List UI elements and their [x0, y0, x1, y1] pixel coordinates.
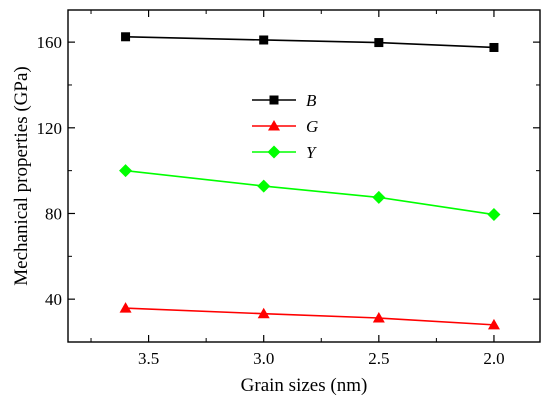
- legend: BGY: [252, 91, 318, 162]
- series-line-B: [125, 35, 494, 49]
- series-G: [119, 302, 500, 330]
- legend-item-Y: Y: [252, 143, 317, 162]
- data-point-B: [374, 38, 384, 48]
- legend-marker: [268, 120, 280, 131]
- legend-item-B: B: [252, 91, 317, 110]
- data-point-Y: [119, 164, 133, 178]
- data-point-Y: [372, 190, 386, 204]
- data-point-B: [259, 35, 269, 45]
- x-tick-label: 2.5: [368, 349, 389, 368]
- legend-marker: [269, 95, 279, 105]
- data-point-Y: [257, 179, 271, 193]
- y-tick-label: 160: [37, 33, 63, 52]
- series-line-Y: [125, 169, 495, 216]
- y-tick-label: 80: [45, 204, 62, 223]
- series-layer: [119, 32, 501, 330]
- y-axis-label: Mechanical properties (GPa): [11, 66, 32, 285]
- x-axis-label: Grain sizes (nm): [241, 375, 368, 396]
- series-line-G: [125, 307, 494, 326]
- data-point-G: [257, 307, 270, 319]
- x-tick-label: 2.0: [483, 349, 504, 368]
- series-Y: [119, 164, 501, 222]
- y-tick-label: 40: [45, 290, 62, 309]
- data-point-B: [121, 32, 131, 42]
- legend-label: Y: [306, 143, 317, 162]
- legend-marker: [267, 145, 281, 159]
- data-point-B: [489, 42, 499, 52]
- data-point-G: [487, 318, 500, 330]
- plot-frame: [67, 9, 541, 343]
- legend-item-G: G: [252, 117, 318, 136]
- x-axis-ticks: 3.5 3.0 2.5 2.0: [90, 10, 505, 368]
- legend-label: B: [306, 91, 317, 110]
- x-tick-label: 3.5: [138, 349, 159, 368]
- y-axis-ticks: 40 80 120 160: [37, 33, 540, 343]
- legend-label: G: [306, 117, 318, 136]
- data-point-G: [119, 302, 132, 313]
- x-tick-label: 3.0: [253, 349, 274, 368]
- data-point-G: [372, 312, 385, 323]
- series-B: [121, 32, 499, 52]
- y-tick-label: 120: [37, 119, 63, 138]
- data-point-Y: [487, 208, 501, 222]
